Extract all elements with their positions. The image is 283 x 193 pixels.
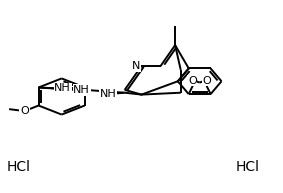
Text: O: O	[203, 76, 211, 86]
Text: NH: NH	[54, 83, 71, 93]
Text: O: O	[188, 76, 197, 86]
Text: NH: NH	[73, 85, 90, 95]
Text: O: O	[20, 106, 29, 116]
Text: NH: NH	[100, 89, 116, 99]
Text: HCl: HCl	[6, 160, 30, 174]
Text: HCl: HCl	[236, 160, 260, 174]
Text: N: N	[132, 61, 141, 71]
